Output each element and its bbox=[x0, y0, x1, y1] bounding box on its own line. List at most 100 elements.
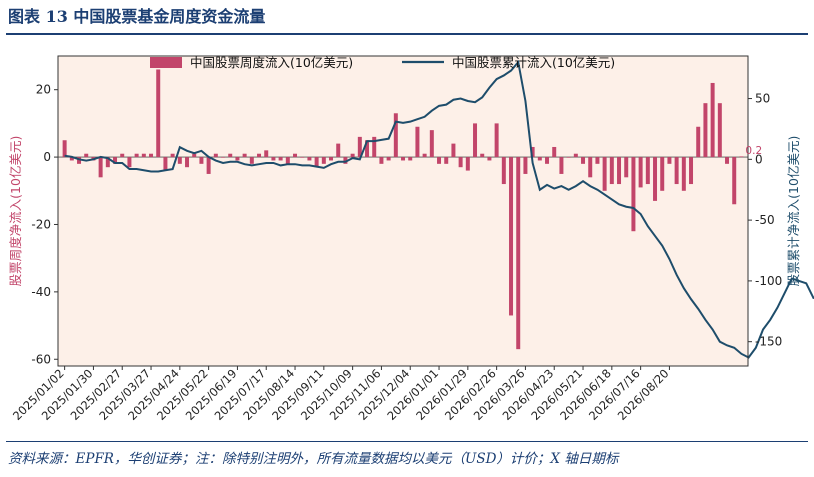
weekly-bar bbox=[480, 153, 485, 158]
weekly-bar bbox=[228, 153, 233, 158]
weekly-bar bbox=[386, 157, 391, 161]
left-tick-label: -40 bbox=[31, 285, 51, 299]
weekly-bar bbox=[170, 153, 175, 158]
right-axis-title: 股票累计净流入(10亿美元) bbox=[786, 136, 801, 287]
weekly-bar bbox=[465, 157, 470, 171]
weekly-bar bbox=[494, 123, 499, 158]
legend-line-label: 中国股票累计流入(10亿美元) bbox=[452, 55, 615, 70]
legend-bar-swatch bbox=[150, 57, 182, 68]
weekly-bar bbox=[393, 113, 398, 158]
weekly-bar bbox=[163, 157, 168, 171]
right-tick-label: 0 bbox=[755, 152, 763, 166]
weekly-bar bbox=[379, 157, 384, 164]
weekly-bar bbox=[573, 153, 578, 158]
weekly-bar bbox=[408, 157, 413, 161]
right-tick-label: 50 bbox=[755, 92, 770, 106]
weekly-bar bbox=[134, 153, 139, 158]
weekly-bar bbox=[487, 157, 492, 161]
weekly-bar bbox=[444, 157, 449, 164]
weekly-bar bbox=[451, 143, 456, 158]
left-tick-label: 0 bbox=[43, 150, 51, 164]
weekly-bar bbox=[602, 157, 607, 191]
weekly-bar bbox=[206, 157, 211, 174]
weekly-bar bbox=[235, 157, 240, 161]
weekly-bar bbox=[732, 157, 737, 205]
weekly-bar bbox=[120, 153, 125, 158]
weekly-bar bbox=[365, 140, 370, 158]
weekly-bar bbox=[537, 157, 542, 161]
weekly-bar bbox=[336, 143, 341, 158]
weekly-bar bbox=[213, 153, 218, 158]
weekly-bar bbox=[105, 157, 110, 168]
weekly-bar bbox=[127, 157, 132, 168]
left-tick-label: -60 bbox=[31, 352, 51, 366]
weekly-bars bbox=[62, 69, 744, 350]
left-tick-label: 20 bbox=[36, 83, 51, 97]
weekly-bar bbox=[696, 126, 701, 158]
weekly-bar bbox=[199, 157, 204, 164]
weekly-bar bbox=[285, 157, 290, 164]
weekly-bar bbox=[631, 157, 636, 232]
left-tick-label: -20 bbox=[31, 217, 51, 231]
weekly-bar bbox=[221, 157, 226, 158]
weekly-bar bbox=[588, 157, 593, 178]
last-bar-annotation: 0.2 bbox=[745, 145, 762, 157]
figure-title: 图表 13 中国股票基金周度资金流量 bbox=[8, 7, 266, 26]
weekly-bar bbox=[415, 126, 420, 158]
weekly-bar bbox=[343, 157, 348, 164]
left-axis-title: 股票周度净流入(10亿美元) bbox=[8, 136, 23, 287]
weekly-bar bbox=[242, 153, 247, 158]
weekly-bar bbox=[458, 157, 463, 168]
weekly-bar bbox=[264, 150, 269, 158]
weekly-bar bbox=[559, 157, 564, 174]
left-axis: -60 -40 -20 0 20 bbox=[31, 83, 58, 366]
weekly-bar bbox=[645, 157, 650, 185]
weekly-bar bbox=[278, 157, 283, 161]
weekly-bar bbox=[321, 157, 326, 164]
x-axis: 2025/01/022025/01/302025/02/272025/03/27… bbox=[10, 366, 672, 423]
weekly-bar bbox=[581, 157, 586, 164]
weekly-bar bbox=[84, 153, 89, 158]
weekly-bar bbox=[293, 153, 298, 158]
weekly-bar bbox=[329, 157, 334, 161]
source-rule bbox=[6, 441, 808, 442]
weekly-bar bbox=[689, 157, 694, 185]
weekly-bar bbox=[149, 153, 154, 158]
weekly-bar bbox=[710, 82, 715, 158]
weekly-bar bbox=[77, 157, 82, 164]
weekly-bar bbox=[422, 153, 427, 158]
weekly-bar bbox=[473, 123, 478, 158]
weekly-bar bbox=[667, 157, 672, 164]
right-tick-label: -50 bbox=[755, 213, 775, 227]
weekly-bar bbox=[192, 153, 197, 158]
legend: 中国股票周度流入(10亿美元) 中国股票累计流入(10亿美元) bbox=[150, 55, 615, 70]
weekly-bar bbox=[681, 157, 686, 191]
weekly-bar bbox=[300, 157, 305, 158]
weekly-bar bbox=[545, 157, 550, 164]
weekly-bar bbox=[617, 157, 622, 185]
weekly-bar bbox=[552, 146, 557, 158]
weekly-bar bbox=[177, 157, 182, 164]
weekly-bar bbox=[156, 69, 161, 158]
weekly-bar bbox=[509, 157, 514, 316]
weekly-bar bbox=[357, 136, 362, 158]
weekly-bar bbox=[307, 157, 312, 161]
weekly-bar bbox=[257, 153, 262, 158]
weekly-bar bbox=[437, 157, 442, 164]
weekly-bar bbox=[739, 156, 744, 158]
source-note: 资料来源：EPFR，华创证券；注：除特别注明外，所有流量数据均以美元（USD）计… bbox=[8, 451, 619, 467]
weekly-bar bbox=[350, 153, 355, 158]
legend-bar-label: 中国股票周度流入(10亿美元) bbox=[190, 55, 353, 70]
weekly-bar bbox=[624, 157, 629, 178]
weekly-bar bbox=[249, 157, 254, 164]
weekly-bar bbox=[98, 157, 103, 178]
weekly-bar bbox=[609, 157, 614, 185]
weekly-bar bbox=[725, 157, 730, 164]
weekly-bar bbox=[595, 157, 600, 164]
weekly-bar bbox=[141, 153, 146, 158]
weekly-bar bbox=[429, 130, 434, 158]
weekly-bar bbox=[113, 157, 118, 164]
right-axis: -150 -100 -50 0 50 bbox=[748, 92, 782, 349]
weekly-bar bbox=[660, 157, 665, 191]
right-tick-label: -100 bbox=[755, 274, 782, 288]
